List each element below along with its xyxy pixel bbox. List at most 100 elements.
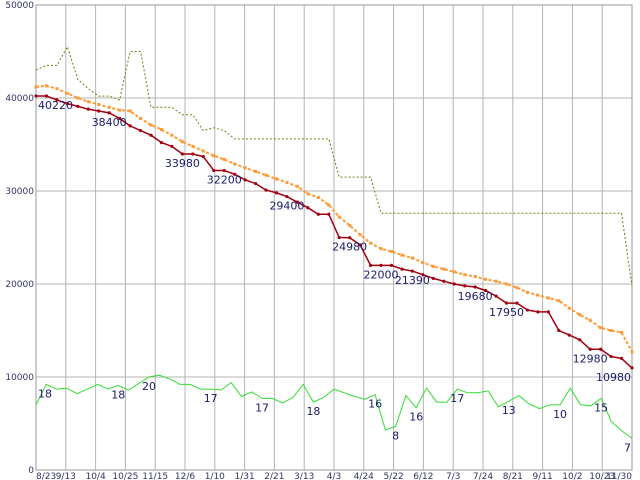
data-label-count: 17 — [450, 392, 464, 405]
data-point-average — [473, 275, 477, 279]
data-point-price — [97, 109, 101, 113]
data-point-price — [358, 243, 362, 247]
data-labels: 40220 38400 33980 32200 29400 24980 2200021390… — [38, 99, 631, 454]
data-point-average — [65, 91, 69, 95]
data-point-average — [505, 282, 509, 286]
x-tick-label: 2/21 — [264, 472, 284, 480]
data-point-average — [515, 286, 519, 290]
data-point-price — [327, 212, 331, 216]
data-point-price — [557, 328, 561, 333]
series-layer — [34, 45, 634, 439]
data-label-price: 17950 — [489, 306, 524, 319]
data-point-price — [473, 285, 477, 289]
data-label-price: 22000 — [364, 268, 399, 281]
x-tick-label: 8/21 — [503, 472, 523, 480]
series-line-average — [35, 84, 633, 353]
x-tick-label: 4/3 — [327, 472, 341, 480]
data-point-average — [484, 277, 488, 281]
x-tick-label: 7/3 — [446, 472, 460, 480]
data-point-price — [368, 263, 373, 267]
data-point-price — [107, 111, 111, 115]
data-point-average — [139, 116, 143, 120]
data-point-price — [619, 356, 624, 360]
x-tick-label: 3/13 — [294, 472, 314, 480]
data-point-price — [76, 104, 80, 108]
y-tick-label: 30000 — [5, 187, 34, 197]
data-point-price — [536, 310, 540, 314]
data-label-count: 15 — [594, 401, 608, 414]
data-point-price — [180, 152, 184, 156]
data-label-price: 40220 — [38, 99, 73, 112]
data-point-average — [390, 249, 394, 253]
data-point-average — [348, 223, 352, 227]
data-point-price — [442, 279, 446, 283]
grid — [35, 4, 633, 471]
data-point-price — [410, 269, 415, 273]
data-label-price: 21390 — [395, 274, 430, 287]
data-point-average — [222, 157, 226, 161]
data-point-price — [128, 124, 132, 128]
data-point-price — [421, 273, 425, 277]
data-label-count: 20 — [142, 380, 156, 393]
data-point-average — [128, 109, 132, 113]
data-label-count: 16 — [409, 411, 423, 424]
x-tick-label: 12/6 — [175, 472, 195, 480]
data-point-average — [452, 270, 456, 274]
data-point-price — [253, 181, 258, 186]
data-point-price — [463, 284, 467, 288]
data-point-price — [379, 263, 383, 267]
data-point-price — [599, 347, 603, 351]
data-point-average — [369, 241, 373, 245]
data-point-average — [442, 267, 446, 271]
data-label-price: 32200 — [207, 174, 242, 187]
data-point-price — [274, 191, 279, 195]
data-point-average — [536, 293, 540, 297]
data-point-price — [138, 128, 143, 133]
data-point-price — [431, 276, 435, 281]
data-point-average — [494, 279, 498, 283]
x-tick-label: 7/24 — [473, 472, 493, 480]
plot-frame — [35, 4, 633, 471]
data-point-average — [421, 261, 425, 265]
data-point-price — [222, 168, 226, 173]
data-point-average — [55, 87, 59, 91]
data-label-count: 17 — [204, 392, 218, 405]
data-point-price — [400, 267, 404, 271]
data-point-price — [567, 333, 571, 337]
data-point-average — [159, 128, 163, 132]
x-tick-label: 4/24 — [354, 472, 374, 480]
y-tick-label: 0 — [28, 466, 34, 476]
x-tick-label: 11/15 — [142, 472, 168, 480]
data-point-price — [212, 168, 216, 173]
data-point-average — [410, 256, 414, 260]
data-point-price — [55, 98, 59, 102]
data-point-average — [180, 140, 184, 144]
data-point-average — [557, 299, 561, 303]
data-point-average — [149, 123, 153, 127]
data-point-average — [379, 247, 383, 251]
data-point-price — [295, 200, 300, 204]
data-point-average — [243, 166, 247, 170]
data-label-price: 38400 — [92, 116, 127, 129]
x-tick-label: 6/12 — [413, 472, 433, 480]
data-point-price — [504, 301, 509, 305]
data-point-average — [212, 154, 216, 158]
data-point-price — [609, 354, 613, 359]
data-point-price — [546, 310, 550, 314]
y-tick-label: 50000 — [5, 1, 34, 11]
data-point-price — [264, 188, 268, 192]
data-label-count: 18 — [306, 405, 320, 418]
data-label-count: 16 — [368, 398, 382, 411]
x-tick-label: 5/22 — [383, 472, 403, 480]
data-point-price — [484, 288, 488, 293]
data-point-average — [118, 108, 122, 112]
data-label-count: 17 — [255, 401, 269, 414]
x-tick-label: 9/13 — [56, 472, 76, 480]
data-point-average — [525, 290, 529, 294]
data-point-average — [306, 192, 310, 196]
x-tick-label: 1/31 — [234, 472, 254, 480]
data-point-price — [588, 347, 592, 351]
data-point-price — [348, 236, 352, 240]
x-tick-label: 9/11 — [532, 472, 552, 480]
data-point-price — [118, 116, 122, 121]
